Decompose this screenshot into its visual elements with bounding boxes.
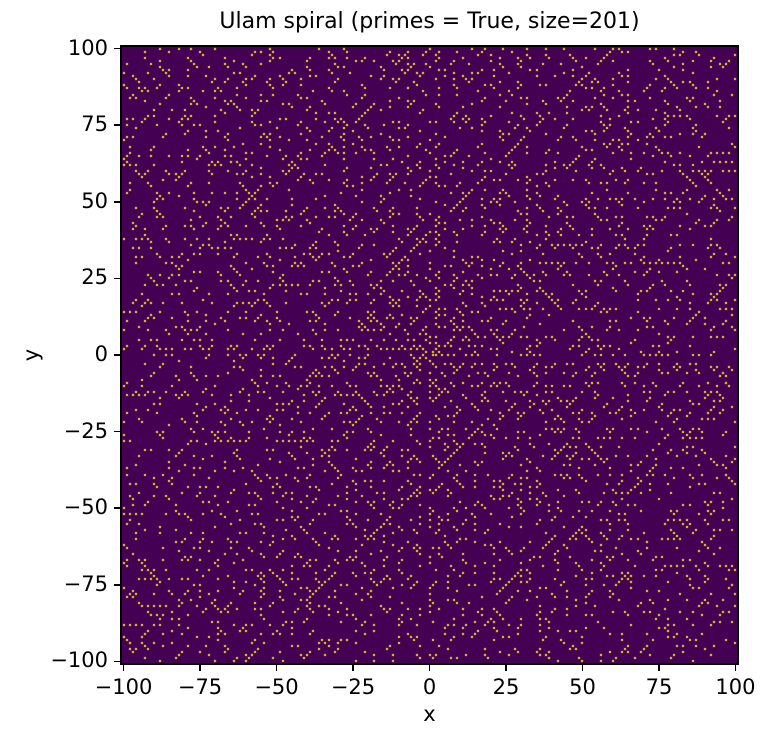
y-tick-label: −25 (63, 418, 108, 443)
y-tick-mark (114, 200, 120, 203)
x-tick-mark (122, 665, 125, 671)
y-tick-label: 50 (81, 188, 108, 213)
x-tick-label: 0 (422, 675, 437, 699)
ulam-spiral-plot (122, 47, 737, 663)
x-tick-label: 100 (715, 675, 756, 699)
chart-title: Ulam spiral (primes = True, size=201) (219, 9, 640, 34)
x-tick-label: −25 (330, 675, 376, 699)
x-tick-mark (199, 665, 201, 671)
x-tick-mark (352, 665, 354, 671)
x-tick-mark (275, 665, 278, 671)
y-tick-mark (114, 277, 120, 280)
x-tick-mark (658, 665, 660, 671)
y-tick-label: −50 (63, 495, 108, 520)
x-tick-mark (428, 665, 431, 671)
x-tick-label: −100 (94, 675, 153, 699)
y-tick-mark (114, 430, 120, 433)
y-tick-mark (114, 584, 120, 586)
y-tick-mark (114, 47, 120, 50)
y-tick-label: −100 (50, 648, 108, 673)
x-axis-label: x (423, 702, 436, 726)
x-tick-mark (581, 665, 584, 671)
y-tick-mark (114, 124, 120, 126)
x-tick-mark (734, 665, 737, 671)
x-tick-label: −75 (177, 675, 223, 699)
x-tick-label: −50 (254, 675, 299, 699)
y-tick-mark (114, 507, 120, 510)
y-tick-mark (114, 660, 120, 663)
y-tick-label: 100 (67, 35, 108, 60)
x-tick-mark (505, 665, 507, 671)
x-tick-label: 25 (492, 675, 520, 699)
x-tick-label: 75 (645, 675, 673, 699)
y-tick-label: 0 (94, 342, 108, 366)
y-tick-label: 75 (81, 112, 108, 137)
y-tick-mark (114, 354, 120, 356)
y-tick-label: −75 (63, 571, 108, 596)
x-tick-label: 50 (569, 675, 596, 699)
y-tick-label: 25 (81, 265, 108, 290)
